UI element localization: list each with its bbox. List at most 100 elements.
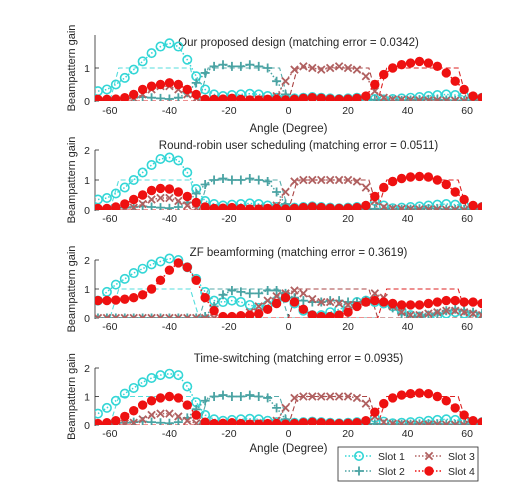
point-slot2 (173, 202, 183, 210)
x-tick-label: -60 (102, 428, 117, 440)
point-slot2 (155, 93, 165, 101)
x-tick-label: -20 (221, 428, 236, 440)
point-slot2 (164, 418, 174, 425)
point-slot3 (174, 412, 183, 421)
point-slot1 (200, 84, 211, 95)
point-slot4 (245, 419, 255, 425)
point-slot4 (280, 419, 291, 425)
point-slot3 (415, 96, 424, 101)
point-slot4 (334, 94, 344, 101)
legend-label-slot2: Slot 2 (378, 466, 405, 478)
point-slot2 (459, 306, 469, 316)
point-slot1 (164, 152, 175, 163)
y-axis-label: Beampattern gain (66, 353, 78, 440)
point-slot2 (218, 174, 228, 183)
point-slot2 (164, 203, 174, 210)
x-axis-label: Angle (Degree) (250, 443, 328, 455)
point-slot4 (95, 203, 103, 210)
chart-panel-3: ZF beamforming (matching error = 0.3619)… (66, 246, 482, 333)
point-slot4 (262, 203, 273, 210)
point-slot4 (352, 202, 362, 210)
legend-label-slot4: Slot 4 (448, 466, 475, 478)
point-slot3 (290, 286, 299, 295)
point-slot4 (316, 202, 326, 210)
point-slot3 (442, 306, 451, 315)
point-slot3 (299, 175, 308, 185)
point-slot3 (281, 76, 290, 86)
point-slot3 (406, 310, 415, 318)
point-slot4 (102, 295, 112, 306)
point-slot4 (414, 388, 425, 398)
point-slot4 (459, 194, 469, 205)
target-line-target1 (95, 179, 482, 210)
point-slot1 (182, 381, 193, 392)
point-slot3 (138, 415, 147, 424)
point-slot1 (128, 268, 139, 279)
point-slot4 (289, 297, 300, 307)
point-slot4 (298, 304, 309, 314)
chart-panel-2: Round-robin user scheduling (matching er… (66, 137, 482, 225)
point-slot4 (227, 202, 237, 210)
point-slot3 (415, 310, 424, 318)
point-slot2 (173, 313, 183, 318)
point-slot4 (146, 396, 157, 406)
point-slot4 (280, 204, 291, 210)
point-slot3 (361, 399, 371, 408)
point-slot4 (120, 93, 130, 101)
point-slot3 (352, 65, 362, 74)
point-slot3 (156, 313, 165, 318)
point-slot1 (137, 377, 148, 388)
point-slot3 (424, 309, 433, 318)
x-tick-label: 40 (402, 213, 414, 225)
point-slot4 (218, 418, 228, 425)
point-slot4 (95, 418, 103, 425)
point-slot4 (343, 418, 353, 425)
point-slot3 (459, 96, 469, 101)
point-slot1 (146, 372, 157, 383)
point-slot1 (119, 182, 130, 193)
point-slot2 (254, 392, 264, 401)
point-slot4 (405, 300, 416, 310)
point-slot3 (334, 392, 344, 401)
point-slot3 (147, 313, 156, 318)
point-slot1 (173, 41, 184, 52)
x-tick-label: 0 (286, 213, 292, 225)
point-slot4 (352, 301, 362, 312)
point-slot1 (110, 395, 121, 406)
point-slot4 (262, 304, 273, 314)
point-slot2 (200, 180, 210, 189)
point-slot3 (415, 205, 424, 210)
point-slot4 (334, 203, 344, 210)
plot-area (95, 38, 482, 101)
x-tick-label: -60 (102, 105, 117, 117)
y-tick-label: 0 (84, 96, 90, 108)
point-slot3 (388, 95, 397, 101)
point-slot4 (173, 187, 184, 197)
point-slot4 (432, 175, 443, 185)
point-slot4 (245, 95, 255, 101)
point-slot4 (155, 79, 166, 90)
point-slot4 (209, 203, 219, 210)
legend-marker-slot1 (353, 450, 364, 461)
point-slot3 (165, 313, 174, 318)
x-tick-label: 60 (461, 105, 473, 117)
point-slot4 (468, 416, 478, 425)
point-slot3 (325, 392, 335, 401)
series-line-slot3 (98, 289, 482, 318)
point-slot3 (361, 72, 371, 81)
point-slot4 (200, 202, 210, 210)
y-tick-label: 2 (84, 145, 90, 157)
point-slot2 (200, 396, 210, 406)
point-slot4 (307, 202, 318, 210)
point-slot4 (271, 298, 282, 309)
point-slot3 (370, 86, 380, 96)
point-slot2 (129, 313, 139, 318)
x-tick-label: 20 (342, 105, 354, 117)
point-slot3 (343, 300, 353, 310)
point-slot4 (200, 417, 210, 425)
y-tick-label: 1 (84, 284, 90, 296)
point-slot3 (299, 289, 308, 298)
point-slot3 (183, 201, 192, 210)
point-slot4 (396, 59, 407, 70)
